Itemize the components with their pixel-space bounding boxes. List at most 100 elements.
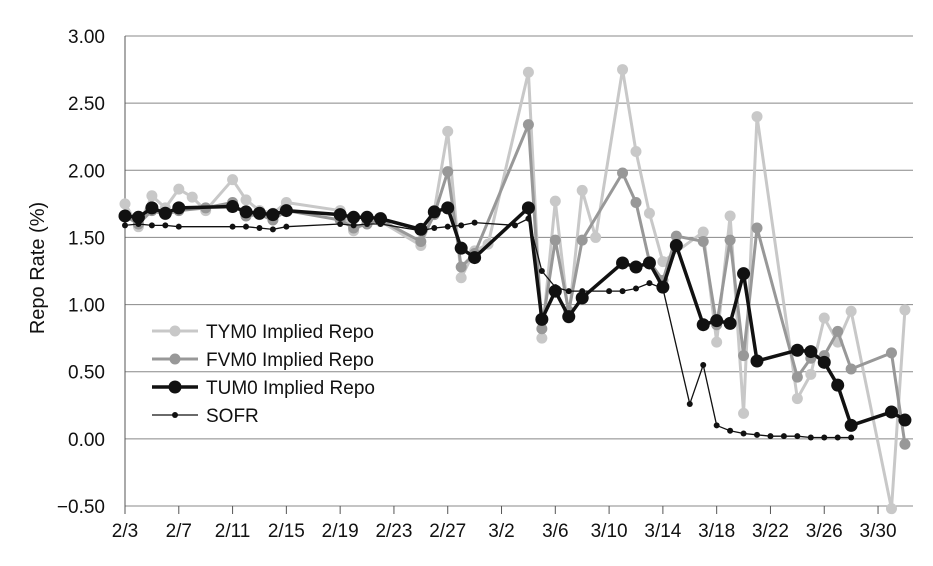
legend-swatch-marker xyxy=(169,325,181,337)
data-point xyxy=(521,201,535,215)
x-tick-label: 3/2 xyxy=(488,521,514,542)
data-point xyxy=(659,285,666,292)
data-point xyxy=(737,267,751,281)
data-point xyxy=(831,378,845,392)
data-point xyxy=(454,241,468,255)
x-tick-label: 3/22 xyxy=(752,521,789,542)
data-point xyxy=(700,362,707,368)
data-point xyxy=(884,405,898,419)
data-point xyxy=(360,210,374,224)
legend-swatch-marker xyxy=(172,412,178,418)
data-point xyxy=(417,227,424,234)
data-point xyxy=(283,223,290,230)
data-point xyxy=(536,323,548,335)
data-point xyxy=(845,363,857,375)
data-point xyxy=(266,208,280,222)
data-point xyxy=(807,434,814,441)
data-point xyxy=(844,418,858,432)
data-point xyxy=(821,434,828,441)
data-point xyxy=(834,434,841,441)
data-point xyxy=(845,305,857,317)
data-point xyxy=(536,332,548,344)
data-point xyxy=(575,291,589,305)
data-point xyxy=(175,223,182,230)
data-point xyxy=(535,312,549,326)
data-point xyxy=(724,234,736,246)
gridlines xyxy=(125,35,913,507)
data-point xyxy=(885,503,897,515)
series-fvm0-implied-repo xyxy=(119,119,911,450)
y-tick-label: 3.00 xyxy=(68,27,105,48)
data-point xyxy=(643,207,655,219)
data-point xyxy=(617,167,629,179)
data-point xyxy=(794,433,801,440)
data-point xyxy=(632,285,639,292)
data-point xyxy=(415,235,427,247)
data-point xyxy=(442,166,454,178)
data-point xyxy=(148,222,155,229)
data-point xyxy=(899,438,911,450)
data-point xyxy=(576,184,588,196)
x-tick-label: 2/23 xyxy=(375,521,412,542)
data-point xyxy=(727,427,734,434)
data-point xyxy=(738,350,750,362)
y-tick-label: 1.00 xyxy=(68,296,105,317)
data-point xyxy=(818,312,830,324)
data-point xyxy=(145,201,159,215)
data-point xyxy=(256,225,263,232)
data-point xyxy=(252,206,266,220)
data-point xyxy=(767,433,774,440)
data-point xyxy=(269,226,276,233)
series-lines xyxy=(118,64,912,515)
y-tick-label: 2.00 xyxy=(68,161,105,182)
data-point xyxy=(243,223,250,230)
y-tick-label: 2.50 xyxy=(68,94,105,115)
data-point xyxy=(350,222,357,229)
data-point xyxy=(619,288,626,295)
data-point xyxy=(616,256,630,270)
legend-label: FVM0 Implied Repo xyxy=(206,350,374,371)
legend-entry: FVM0 Implied Repo xyxy=(152,350,374,371)
data-point xyxy=(642,256,656,270)
data-point xyxy=(229,223,236,230)
data-point xyxy=(522,66,534,78)
data-point xyxy=(226,200,240,214)
data-point xyxy=(552,284,559,291)
legend-label: SOFR xyxy=(206,406,259,427)
data-point xyxy=(791,371,803,383)
data-point xyxy=(565,288,572,295)
legend-swatch-marker xyxy=(168,380,182,394)
data-point xyxy=(738,407,750,419)
x-tick-label: 2/11 xyxy=(215,521,251,542)
data-point xyxy=(696,318,710,332)
data-point xyxy=(817,355,831,369)
data-point xyxy=(146,190,158,202)
data-point xyxy=(697,235,709,247)
data-point xyxy=(337,221,344,227)
x-tick-label: 2/7 xyxy=(166,521,192,542)
data-point xyxy=(118,209,132,223)
data-point xyxy=(122,222,128,229)
data-point xyxy=(441,201,455,215)
data-point xyxy=(468,251,482,265)
y-axis-label: Repo Rate (%) xyxy=(27,202,49,334)
x-tick-label: 3/26 xyxy=(806,521,843,542)
legend-entry: TUM0 Implied Repo xyxy=(152,378,375,399)
data-point xyxy=(431,225,438,232)
x-tick-label: 2/15 xyxy=(268,521,305,542)
data-point xyxy=(805,368,817,380)
data-point xyxy=(458,222,465,229)
y-tick-label: −0.50 xyxy=(57,497,105,518)
legend-label: TUM0 Implied Repo xyxy=(206,378,375,399)
y-tick-label: 1.50 xyxy=(68,228,105,249)
x-tick-label: 3/14 xyxy=(644,521,681,542)
data-point xyxy=(657,256,669,268)
data-point xyxy=(723,316,737,330)
legend-swatch-marker xyxy=(169,353,181,365)
data-point xyxy=(713,422,720,429)
data-point xyxy=(364,221,371,227)
data-point xyxy=(562,310,576,324)
data-point xyxy=(186,191,198,203)
data-point xyxy=(427,205,441,219)
